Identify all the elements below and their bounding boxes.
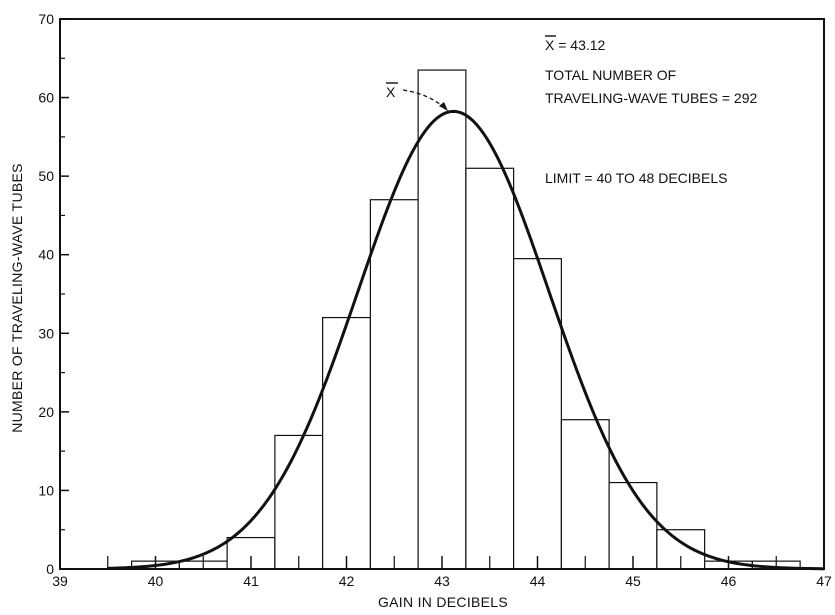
x-tick-label: 46 [721, 573, 737, 589]
x-tick-label: 43 [434, 573, 450, 589]
bars-layer [131, 69, 801, 570]
x-tick-label: 39 [52, 573, 68, 589]
mean-value-label: X = 43.12 [545, 37, 606, 53]
y-tick-label: 60 [38, 90, 54, 106]
x-tick-label: 40 [148, 573, 164, 589]
total-label-line2: TRAVELING-WAVE TUBES = 292 [545, 90, 757, 106]
curve-layer [107, 109, 825, 571]
limit-label: LIMIT = 40 TO 48 DECIBELS [545, 170, 727, 186]
histogram-bar [322, 316, 371, 570]
x-tick-label: 44 [530, 573, 546, 589]
x-axis-title: GAIN IN DECIBELS [378, 594, 508, 610]
y-tick-label: 40 [38, 247, 54, 263]
y-tick-label: 0 [46, 561, 54, 577]
peak-annotation: X [386, 82, 448, 111]
histogram-bar [513, 258, 562, 570]
y-tick-label: 20 [38, 404, 54, 420]
histogram-bar [274, 434, 324, 570]
y-tick-label: 30 [38, 325, 54, 341]
y-tick-label: 70 [38, 11, 54, 27]
histogram-bar [369, 199, 419, 570]
histogram-bar [608, 481, 658, 570]
labels-layer: 0 10 20 30 40 50 60 70 39 40 41 42 43 44 45 46 47 [38, 11, 832, 589]
axes-layer [59, 18, 825, 570]
mean-annotation: X = 43.12 [545, 35, 606, 53]
x-tick-label: 47 [816, 573, 832, 589]
x-tick-label: 45 [625, 573, 641, 589]
peak-arrow-head [439, 102, 448, 111]
y-axis-title: NUMBER OF TRAVELING-WAVE TUBES [9, 163, 25, 433]
histogram-bar [465, 167, 515, 570]
normal-fit-curve [107, 109, 825, 571]
y-tick-label: 10 [38, 482, 54, 498]
total-label-line1: TOTAL NUMBER OF [545, 67, 676, 83]
histogram-bar [417, 69, 467, 570]
x-tick-label: 41 [243, 573, 259, 589]
x-tick-label: 42 [339, 573, 355, 589]
histogram-bar [560, 419, 610, 570]
y-tick-label: 50 [38, 168, 54, 184]
peak-x-label: X [386, 84, 396, 100]
